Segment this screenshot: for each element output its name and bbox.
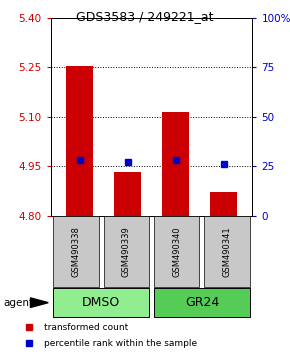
- Polygon shape: [30, 298, 48, 307]
- Text: GSM490338: GSM490338: [71, 226, 80, 277]
- Bar: [53, 216, 99, 287]
- Bar: [114, 172, 141, 216]
- Text: GSM490341: GSM490341: [223, 226, 232, 277]
- Bar: [162, 112, 189, 216]
- Bar: [154, 216, 200, 287]
- Text: GDS3583 / 249221_at: GDS3583 / 249221_at: [76, 10, 214, 23]
- Text: DMSO: DMSO: [82, 296, 120, 309]
- Bar: [204, 216, 250, 287]
- Text: percentile rank within the sample: percentile rank within the sample: [44, 339, 197, 348]
- Text: GR24: GR24: [185, 296, 219, 309]
- Bar: [154, 288, 250, 317]
- Text: agent: agent: [3, 298, 33, 308]
- Text: transformed count: transformed count: [44, 323, 128, 332]
- Bar: [104, 216, 149, 287]
- Text: GSM490340: GSM490340: [172, 226, 181, 277]
- Bar: [53, 288, 149, 317]
- Text: GSM490339: GSM490339: [122, 226, 131, 277]
- Bar: [210, 192, 237, 216]
- Bar: [66, 66, 93, 216]
